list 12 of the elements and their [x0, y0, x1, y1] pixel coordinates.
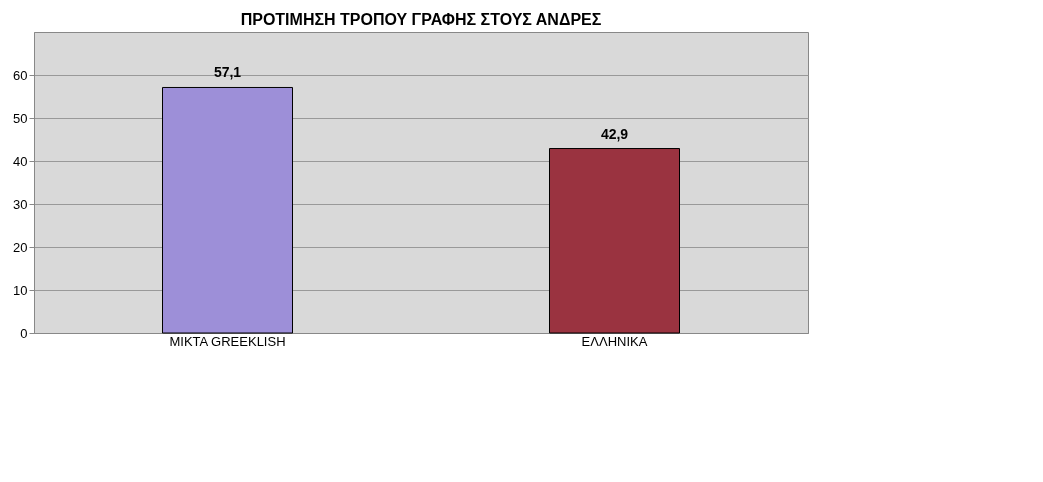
data-label: 42,9 [600, 125, 629, 142]
y-tick-label: 20 [13, 239, 28, 255]
data-label: 57,1 [213, 64, 242, 81]
y-tick-label: 10 [13, 282, 28, 298]
chart-title: ΠΡΟΤΙΜΗΣΗ ΤΡΟΠΟΥ ΓΡΑΦΗΣ ΣΤΟΥΣ ΑΝΔΡΕΣ [240, 11, 602, 28]
y-tick-label: 40 [13, 153, 28, 169]
x-tick-label: ΜΙΚΤΑ GREEKLISH [169, 333, 286, 349]
y-tick-label: 30 [13, 196, 28, 212]
y-tick-label: 60 [13, 67, 28, 83]
y-tick-label: 0 [20, 325, 28, 341]
y-tick-label: 50 [13, 110, 28, 126]
x-tick-label: ΕΛΛΗΝΙΚΑ [581, 333, 648, 349]
